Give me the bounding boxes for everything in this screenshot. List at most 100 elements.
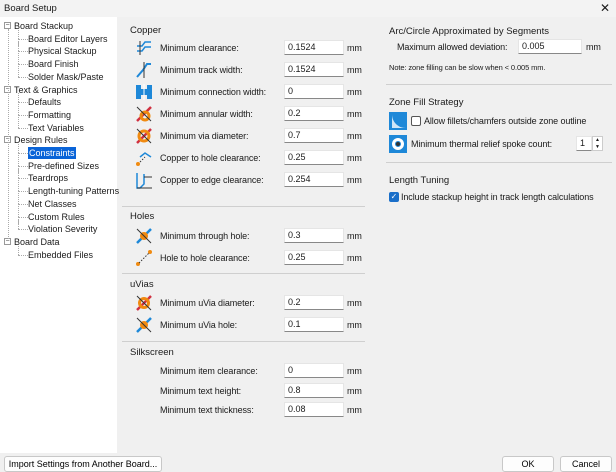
cancel-button[interactable]: Cancel: [560, 456, 612, 472]
allow-fillets-label: Allow fillets/chamfers outside zone outl…: [424, 116, 587, 126]
tree-item-board-stackup[interactable]: Board Stackup: [14, 21, 74, 31]
connection-width-icon: [135, 83, 153, 101]
unit-label: mm: [347, 320, 362, 330]
spin-up-icon[interactable]: ▲: [595, 137, 600, 143]
hole-to-hole-clearance-label: Hole to hole clearance:: [160, 253, 250, 263]
tree-line: [18, 42, 19, 52]
copper-to-hole-clearance-label: Copper to hole clearance:: [160, 153, 261, 163]
tree-item-design-rules[interactable]: Design Rules: [14, 135, 68, 146]
close-icon[interactable]: ✕: [599, 1, 610, 15]
tree-item-defaults[interactable]: Defaults: [28, 97, 62, 108]
import-settings-button[interactable]: Import Settings from Another Board...: [4, 456, 162, 472]
tree-item-board-data[interactable]: Board Data: [14, 236, 60, 247]
tree-line: [18, 38, 28, 40]
spin-down-icon[interactable]: ▼: [595, 144, 600, 150]
unit-label: mm: [347, 385, 362, 396]
tree-item-board-editor-layers[interactable]: Board Editor Layers: [28, 33, 108, 44]
tree-item-embedded-files[interactable]: Embedded Files: [28, 249, 94, 260]
minimum-track-width-input[interactable]: 0.1524: [284, 62, 344, 77]
minimum-connection-width-label: Minimum connection width:: [160, 87, 267, 97]
arc-section-title: Arc/Circle Approximated by Segments: [389, 26, 549, 37]
tree-item-physical-stackup[interactable]: Physical Stackup: [28, 46, 97, 57]
copper-to-edge-clearance-label: Copper to edge clearance:: [160, 175, 264, 185]
tree-line: [18, 245, 19, 255]
tree-item-net-classes[interactable]: Net Classes: [28, 198, 77, 209]
tree-item-formatting[interactable]: Formatting: [28, 109, 72, 120]
tree-item-text-variables[interactable]: Text Variables: [28, 122, 84, 133]
minimum-via-diameter-input[interactable]: 0.7: [284, 128, 344, 143]
allow-fillets-checkbox[interactable]: [411, 116, 421, 126]
minimum-connection-width-input[interactable]: 0: [284, 84, 344, 99]
tree-line: [18, 254, 28, 256]
tree-line: [18, 114, 19, 122]
uvia-diameter-icon: [135, 294, 153, 312]
tree-line: [18, 38, 19, 46]
tree-line: [18, 194, 19, 204]
tree-line: [18, 153, 19, 160]
hole-to-hole-icon: [135, 249, 153, 267]
tree-line: [18, 114, 28, 116]
unit-label: mm: [347, 366, 362, 376]
tree-item-custom-rules[interactable]: Custom Rules: [28, 211, 85, 222]
tree-item-text-graphics[interactable]: Text & Graphics: [14, 84, 78, 95]
divider: [386, 162, 612, 163]
minimum-clearance-input[interactable]: 0.1524: [284, 40, 344, 55]
clearance-icon: [135, 39, 153, 57]
tree-item-board-finish[interactable]: Board Finish: [28, 59, 79, 70]
minimum-uvia-hole-label: Minimum uVia hole:: [160, 320, 238, 330]
unit-label: mm: [347, 43, 362, 53]
tree-line: [18, 118, 19, 128]
tree-line: [18, 220, 19, 230]
tree-item-teardrops[interactable]: Teardrops: [28, 173, 69, 184]
divider: [122, 206, 365, 207]
tree-item-pre-defined-sizes[interactable]: Pre-defined Sizes: [28, 160, 100, 171]
stackup-height-checkbox[interactable]: ✓: [389, 192, 399, 202]
unit-label: mm: [347, 253, 362, 263]
minimum-through-hole-input[interactable]: 0.3: [284, 228, 344, 243]
tree-line: [18, 182, 19, 192]
expand-toggle-icon[interactable]: −: [4, 22, 11, 29]
tree-line: [18, 102, 28, 104]
tree-line: [18, 76, 28, 78]
max-deviation-input[interactable]: 0.005: [518, 39, 582, 54]
tree-item-constraints[interactable]: Constraints: [28, 147, 76, 159]
unit-label: mm: [347, 131, 362, 141]
tree-line: [18, 191, 19, 199]
copper-to-edge-clearance-input[interactable]: 0.254: [284, 172, 344, 187]
minimum-uvia-diameter-input[interactable]: 0.2: [284, 295, 344, 310]
spoke-count-input[interactable]: 1: [576, 136, 592, 151]
zone-fill-section-title: Zone Fill Strategy: [389, 97, 464, 108]
minimum-annular-width-input[interactable]: 0.2: [284, 106, 344, 121]
tree-line: [18, 153, 28, 154]
expand-toggle-icon[interactable]: −: [4, 237, 11, 245]
tree-item-length-tuning-patterns[interactable]: Length-tuning Patterns: [28, 186, 120, 197]
tree-line: [18, 165, 19, 173]
minimum-text-height-input[interactable]: 0.8: [284, 382, 344, 398]
minimum-item-clearance-input[interactable]: 0: [284, 363, 344, 378]
annular-width-icon: [135, 105, 153, 123]
ok-button[interactable]: OK: [502, 456, 554, 472]
minimum-clearance-label: Minimum clearance:: [160, 43, 239, 53]
tree-line: [18, 127, 28, 129]
tree-line: [18, 102, 19, 110]
tree-line: [18, 29, 19, 39]
minimum-annular-width-label: Minimum annular width:: [160, 109, 253, 119]
spoke-count-spinner[interactable]: ▲ ▼: [592, 136, 603, 151]
tree-item-violation-severity[interactable]: Violation Severity: [28, 224, 98, 235]
settings-tree[interactable]: − Board Stackup Board Editor Layers Physica…: [0, 17, 120, 453]
minimum-uvia-hole-input[interactable]: 0.1: [284, 317, 344, 332]
expand-toggle-icon[interactable]: −: [4, 85, 11, 93]
unit-label: mm: [347, 153, 362, 163]
fillet-icon: [389, 112, 407, 130]
holes-section-title: Holes: [130, 211, 155, 222]
tree-line: [18, 207, 19, 217]
window-title: Board Setup: [4, 3, 57, 14]
tree-item-solder-mask-paste[interactable]: Solder Mask/Paste: [28, 71, 104, 82]
expand-toggle-icon[interactable]: −: [4, 136, 11, 144]
tree-line: [18, 144, 19, 153]
tree-line: [18, 51, 28, 53]
copper-to-hole-clearance-input[interactable]: 0.25: [284, 150, 344, 165]
hole-to-hole-clearance-input[interactable]: 0.25: [284, 250, 344, 265]
edge-clearance-icon: [135, 171, 153, 189]
minimum-text-thickness-input[interactable]: 0.08: [284, 402, 344, 417]
